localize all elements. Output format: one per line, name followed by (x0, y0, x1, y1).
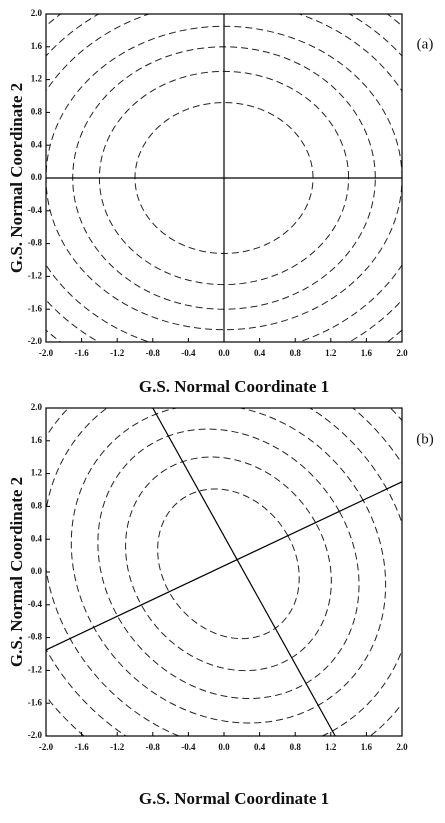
y-tick-label: 1.2 (31, 74, 43, 84)
x-tick-label: 1.2 (325, 348, 337, 358)
y-tick-label: 0.0 (31, 172, 43, 182)
y-tick-label: 0.4 (31, 139, 43, 149)
x-tick-label: -1.6 (74, 348, 89, 358)
contour-line (46, 408, 402, 736)
contour-line (97, 428, 360, 699)
y-tick-label: 1.2 (31, 468, 43, 478)
plot-area (46, 14, 402, 342)
y-tick-label: 0.4 (31, 533, 43, 543)
y-tick-label: 1.6 (31, 41, 43, 51)
y-tick-label: -1.2 (28, 664, 43, 674)
y-tick-label: -1.2 (28, 270, 43, 280)
y-axis-label: G.S. Normal Coordinate 2 (7, 477, 26, 667)
x-tick-label: 2.0 (396, 742, 408, 752)
x-tick-label: -1.6 (74, 742, 89, 752)
y-tick-label: 2.0 (31, 8, 43, 18)
y-tick-label: -2.0 (28, 730, 43, 740)
x-tick-label: -1.2 (110, 742, 125, 752)
y-tick-label: -0.4 (28, 205, 43, 215)
plot-frame (45, 407, 403, 737)
y-tick-label: -0.8 (28, 238, 43, 248)
y-tick-label: -0.8 (28, 632, 43, 642)
panel-label: (a) (417, 36, 434, 52)
panel-label: (b) (416, 431, 434, 447)
y-tick-label: 1.6 (31, 435, 43, 445)
normal-axis-line (152, 408, 336, 736)
x-tick-label: 1.2 (325, 742, 337, 752)
y-tick-label: -1.6 (28, 697, 43, 707)
x-tick-label: -0.8 (146, 742, 161, 752)
x-axis-label: G.S. Normal Coordinate 1 (139, 377, 329, 396)
x-tick-label: -1.2 (110, 348, 125, 358)
x-tick-label: 1.6 (361, 348, 373, 358)
x-tick-label: -0.4 (181, 742, 196, 752)
y-tick-label: -2.0 (28, 336, 43, 346)
contour-line (46, 14, 402, 342)
x-tick-label: 0.0 (218, 348, 230, 358)
x-tick-label: 0.8 (290, 742, 302, 752)
contour-line (46, 14, 402, 342)
y-tick-label: -1.6 (28, 303, 43, 313)
y-tick-label: 2.0 (31, 402, 43, 412)
x-axis-label: G.S. Normal Coordinate 1 (139, 789, 329, 808)
contour-line (125, 456, 332, 672)
x-tick-label: -0.4 (181, 348, 196, 358)
y-tick-label: 0.0 (31, 566, 43, 576)
contour-line (157, 488, 300, 640)
x-tick-label: 1.6 (361, 742, 373, 752)
y-tick-label: -0.4 (28, 599, 43, 609)
x-tick-label: -0.8 (146, 348, 161, 358)
contour-line (46, 14, 402, 342)
x-tick-label: 0.0 (218, 742, 230, 752)
x-tick-label: -2.0 (39, 348, 54, 358)
x-tick-label: -2.0 (39, 742, 54, 752)
plot-area (46, 408, 402, 736)
y-tick-label: 0.8 (31, 106, 43, 116)
x-tick-label: 0.4 (254, 348, 266, 358)
x-tick-label: 2.0 (396, 348, 408, 358)
contour-line (46, 25, 402, 331)
x-tick-label: 0.8 (290, 348, 302, 358)
normal-axis-line (46, 481, 402, 651)
y-tick-label: 0.8 (31, 500, 43, 510)
x-tick-label: 0.4 (254, 742, 266, 752)
y-axis-label: G.S. Normal Coordinate 2 (7, 83, 26, 273)
